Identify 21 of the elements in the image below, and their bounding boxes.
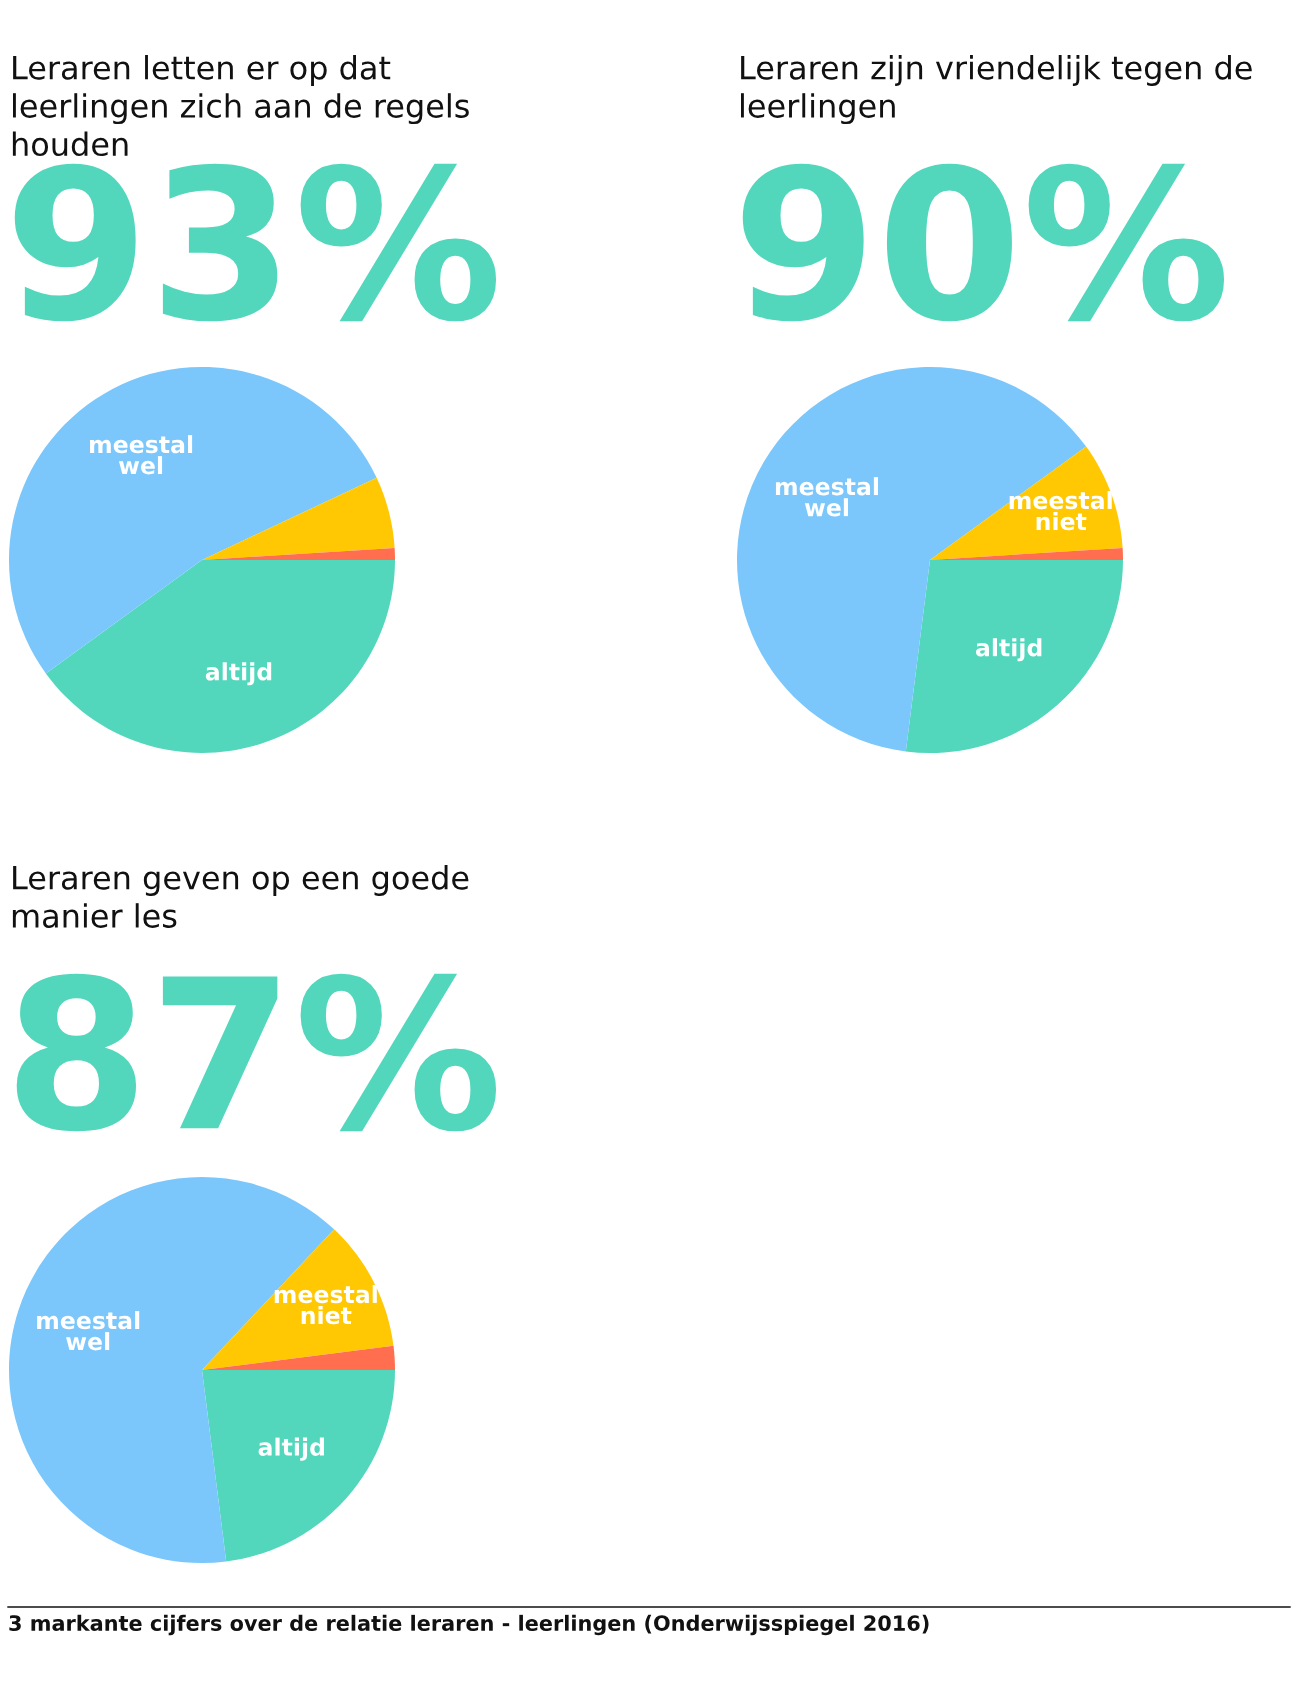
slice-label: meestal wel [90,435,193,475]
pie-slice [202,477,395,560]
slice-label: altijd [258,1437,324,1461]
chart-title: Leraren zijn vriendelijk tegen de leerlingen [741,55,1252,125]
pie-slice [45,560,395,753]
pie-slice [905,560,1123,753]
chart-title: Leraren geven op een goede manier les [12,865,469,928]
chart-title: Leraren letten er op dat leerlingen zich aan de regels houden [12,55,469,157]
text: 90% [742,163,1225,322]
text: 87% [16,973,497,1132]
pie-slice [930,446,1123,560]
text: 3 markante cijfers over de relatie leraren - leerlingen (Onderwijsspiegel 2016) [9,1614,929,1636]
slice-label: meestal wel [37,1311,140,1351]
pie-slice [202,1229,394,1370]
slice-label: altijd [975,638,1042,662]
slice-label: meestal niet [274,1284,377,1325]
slice-label: altijd [205,662,272,686]
pie-slice [202,1370,395,1562]
text: 93% [14,163,497,322]
slice-label: meestal niet [1009,490,1112,531]
slice-label: meestal wel [775,477,879,517]
